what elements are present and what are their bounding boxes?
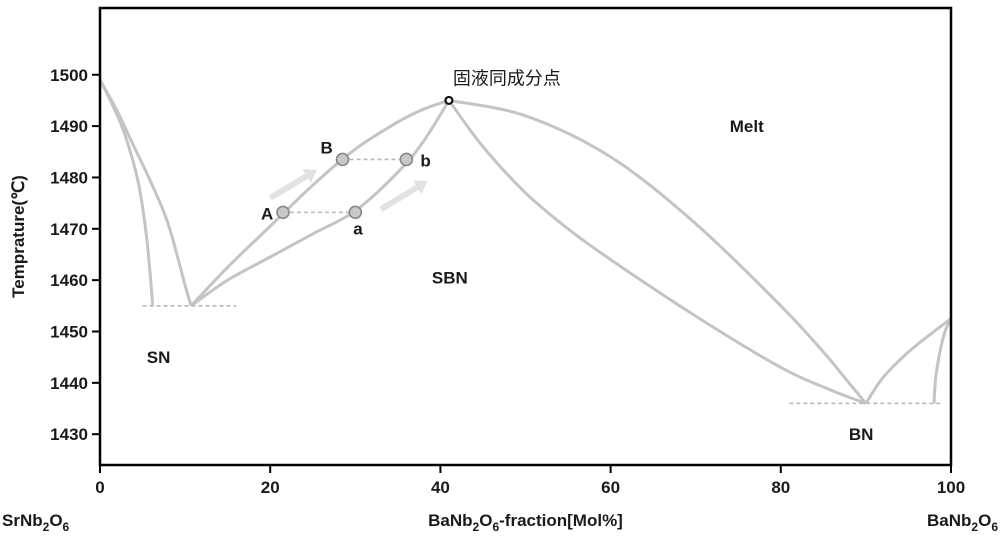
x-tick-label: 20 xyxy=(261,478,280,497)
x-axis-title-sub: 6 xyxy=(492,520,499,534)
direction-arrow-2 xyxy=(379,180,428,212)
point-label-b: b xyxy=(420,151,430,170)
x-axis-title: BaNb2O6-fraction[Mol%] xyxy=(428,511,623,534)
labels-layer: Melt SBN SN BN 固液同成分点 Temprature(℃) BaNb… xyxy=(2,68,998,534)
x-tick-label: 0 xyxy=(95,478,104,497)
point-marker-A xyxy=(276,205,290,220)
direction-arrow-1 xyxy=(268,169,317,201)
dashed-lines-layer xyxy=(142,158,943,405)
phase-curve-2 xyxy=(98,79,155,306)
x-tick-label: 100 xyxy=(937,478,965,497)
region-label-bn: BN xyxy=(849,425,874,444)
region-label-sbn: SBN xyxy=(432,269,468,288)
y-tick-label: 1440 xyxy=(50,374,88,393)
arrows-layer xyxy=(268,169,428,212)
phase-curve-6 xyxy=(447,99,867,405)
x-tick-label: 60 xyxy=(601,478,620,497)
right-end-label: BaNb2O6 xyxy=(927,511,998,534)
y-tick-label: 1450 xyxy=(50,322,88,341)
x-ticks: 0 20 40 60 80 100 xyxy=(95,465,965,497)
y-tick-label: 1490 xyxy=(50,117,88,136)
y-tick-label: 1460 xyxy=(50,271,88,290)
region-label-sn: SN xyxy=(147,348,171,367)
y-axis-title: Temprature(℃) xyxy=(9,175,28,298)
y-tick-label: 1500 xyxy=(50,66,88,85)
left-end-label: SrNb2O6 xyxy=(2,511,70,534)
phase-curve-3 xyxy=(190,98,450,307)
x-axis-title-part: -fraction[Mol%] xyxy=(499,511,623,530)
y-tick-label: 1480 xyxy=(50,168,88,187)
point-label-B: B xyxy=(321,138,333,157)
plot-frame xyxy=(98,6,953,467)
point-marker-a xyxy=(348,205,363,220)
congruent-point-marker xyxy=(444,95,454,106)
point-marker-B xyxy=(335,152,350,167)
phase-curve-1 xyxy=(98,79,193,307)
phase-curve-5 xyxy=(448,98,868,405)
x-axis-title-part: O xyxy=(479,511,492,530)
x-axis-title-part: BaNb xyxy=(428,511,472,530)
point-label-A: A xyxy=(261,204,273,223)
congruent-point-label: 固液同成分点 xyxy=(453,68,561,89)
markers-layer xyxy=(276,95,454,220)
x-tick-label: 80 xyxy=(771,478,790,497)
curves-layer xyxy=(98,79,953,405)
x-axis-title-sub: 2 xyxy=(473,520,480,534)
x-tick-label: 40 xyxy=(431,478,450,497)
point-label-a: a xyxy=(353,219,363,238)
phase-curve-4 xyxy=(190,99,451,308)
y-tick-label: 1470 xyxy=(50,220,88,239)
y-ticks: 1430 1440 1450 1460 1470 1480 1490 1500 xyxy=(50,66,100,444)
point-marker-b xyxy=(399,152,414,167)
phase-curve-8 xyxy=(932,318,953,404)
phase-curve-7 xyxy=(864,317,952,405)
region-label-melt: Melt xyxy=(730,117,764,136)
y-tick-label: 1430 xyxy=(50,425,88,444)
